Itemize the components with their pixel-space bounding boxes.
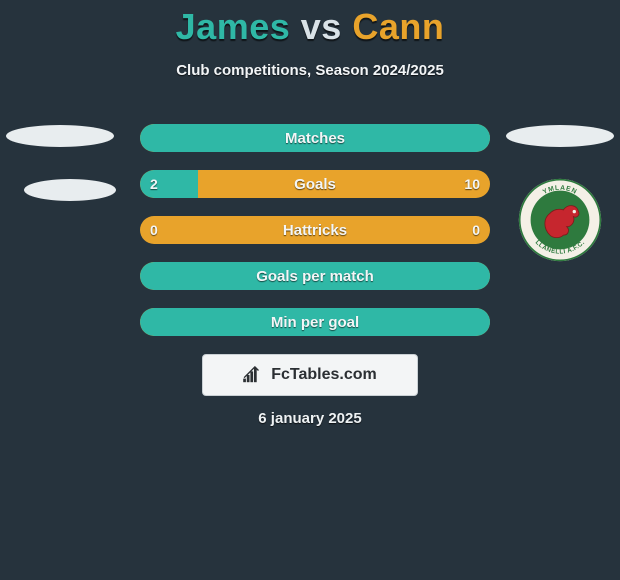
player1-photo-placeholder-1	[6, 125, 114, 147]
stat-label: Goals	[140, 170, 490, 198]
brand-box: FcTables.com	[202, 354, 418, 396]
player2-name: Cann	[352, 6, 444, 47]
stat-bar: 00Hattricks	[140, 216, 490, 244]
stat-bar: 210Goals	[140, 170, 490, 198]
stat-bar: Matches	[140, 124, 490, 152]
stat-label: Hattricks	[140, 216, 490, 244]
vs-text: vs	[301, 6, 342, 47]
club-badge: YMLAEN LLANELLI A.F.C.	[518, 178, 602, 262]
player1-photo-placeholder-2	[24, 179, 116, 201]
comparison-title: James vs Cann	[0, 6, 620, 48]
player2-photo-placeholder	[506, 125, 614, 147]
stat-bars: Matches 210Goals 00Hattricks Goals per matc…	[140, 124, 490, 354]
stat-label: Goals per match	[140, 262, 490, 290]
brand-text: FcTables.com	[271, 366, 377, 384]
stat-bar: Min per goal	[140, 308, 490, 336]
stat-label: Min per goal	[140, 308, 490, 336]
stat-bar: Goals per match	[140, 262, 490, 290]
stat-label: Matches	[140, 124, 490, 152]
bars-icon	[243, 366, 265, 384]
player1-name: James	[176, 6, 291, 47]
date-text: 6 january 2025	[0, 410, 620, 427]
subtitle: Club competitions, Season 2024/2025	[0, 62, 620, 79]
